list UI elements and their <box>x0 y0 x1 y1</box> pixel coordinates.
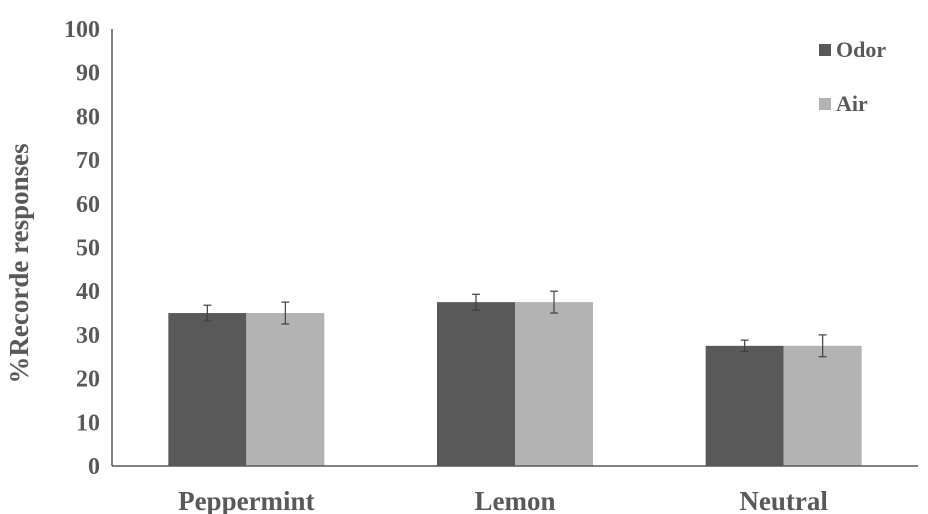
bar-air-lemon <box>515 302 593 466</box>
error-bar-odor-lemon <box>472 293 480 311</box>
legend: Odor Air <box>819 37 886 116</box>
x-category-label: Neutral <box>739 486 828 514</box>
bar-air-peppermint <box>246 313 325 466</box>
error-bar-air-neutral <box>818 334 827 358</box>
y-tick-label: 50 <box>76 236 100 262</box>
error-bar-odor-neutral <box>740 339 749 353</box>
y-tick-label: 60 <box>76 192 100 218</box>
bar-air-neutral <box>783 345 862 466</box>
bar-odor-neutral <box>705 345 784 466</box>
y-tick-label: 10 <box>76 410 100 436</box>
y-tick-label: 0 <box>88 454 100 480</box>
legend-label-odor: Odor <box>836 37 886 62</box>
y-tick-label: 20 <box>76 367 100 393</box>
y-tick-label: 30 <box>76 323 100 349</box>
y-tick-label: 90 <box>76 61 100 87</box>
error-bar-air-lemon <box>550 290 558 314</box>
y-axis-ticks: 0 10 20 30 40 50 60 70 80 90 100 <box>64 17 100 480</box>
error-bar-odor-peppermint <box>203 304 212 322</box>
bar-odor-lemon <box>437 302 515 466</box>
legend-swatch-air <box>819 98 831 110</box>
legend-swatch-odor <box>819 44 831 56</box>
x-category-label: Lemon <box>475 486 556 514</box>
y-axis-title: %Recorde responses <box>4 143 34 383</box>
legend-label-air: Air <box>836 91 868 116</box>
error-bar-air-peppermint <box>281 301 290 325</box>
y-tick-label: 40 <box>76 279 100 305</box>
y-tick-label: 100 <box>64 17 100 43</box>
bars <box>168 302 862 466</box>
bar-odor-peppermint <box>168 313 247 466</box>
y-tick-label: 70 <box>76 148 100 174</box>
x-axis-category-labels: Peppermint Lemon Neutral <box>178 486 828 514</box>
y-tick-label: 80 <box>76 104 100 130</box>
error-bars <box>203 290 827 358</box>
x-category-label: Peppermint <box>178 486 314 514</box>
